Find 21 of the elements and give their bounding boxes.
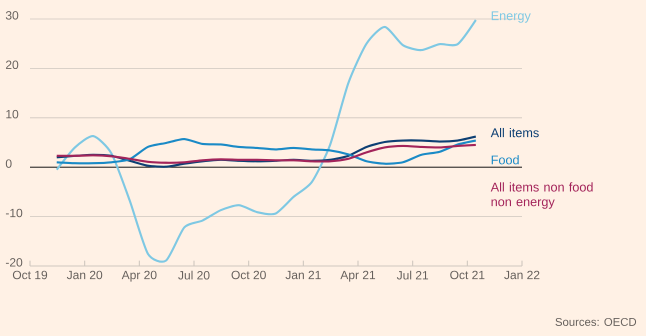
source-note: Sources: OECD [555,318,636,326]
x-tick-label: Jul 20 [178,270,210,280]
y-tick-label: 20 [6,60,18,70]
x-tick-label: Jul 21 [396,270,428,280]
x-tick-label: Apr 20 [122,270,157,282]
x-tick-label: Oct 20 [232,270,266,280]
y-tick-label: 0 [6,159,12,168]
x-tick-label: Jan 21 [286,270,321,280]
y-tick-label: -20 [6,258,22,267]
x-tick-label: Oct 21 [450,270,484,280]
y-tick-label: 30 [6,11,18,20]
text: All items non food non energy [490,182,593,209]
series-label: All items [490,128,539,138]
series-label: Food [492,155,519,164]
series-label: Energy [492,11,531,23]
y-tick-label: 10 [6,110,18,118]
x-tick-label: Jan 20 [66,270,102,280]
y-tick-label: -10 [6,208,22,218]
x-tick-label: Jan 22 [504,270,540,280]
x-tick-label: Oct 19 [12,270,48,280]
x-tick-label: Apr 21 [340,270,376,282]
